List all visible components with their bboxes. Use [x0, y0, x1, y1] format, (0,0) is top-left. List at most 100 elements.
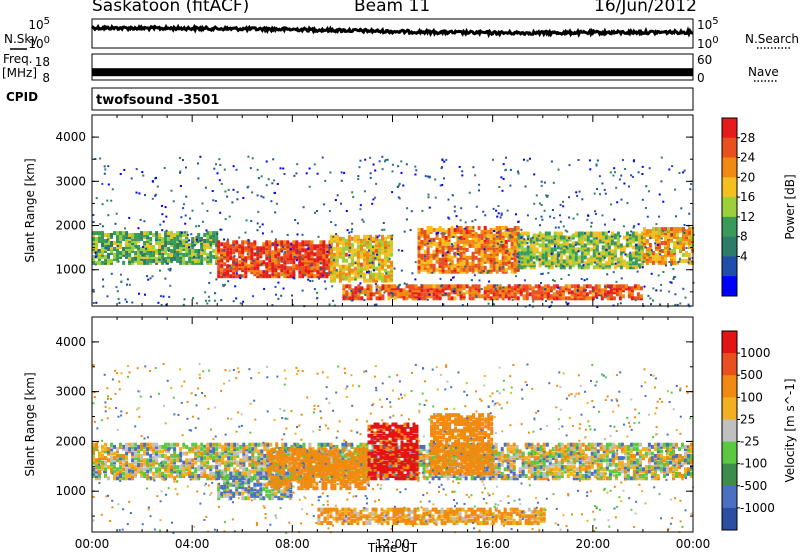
power-panel-cell — [513, 292, 517, 297]
power-panel-cell — [272, 158, 275, 161]
velocity-panel-cell — [134, 471, 138, 476]
power-panel-cell — [293, 256, 296, 258]
velocity-panel-cell — [212, 442, 216, 447]
velocity-panel-cell — [152, 451, 156, 456]
velocity-panel-cell — [188, 460, 192, 465]
power-panel-cell — [553, 253, 557, 258]
velocity-panel-cell — [188, 458, 192, 463]
velocity-panel-cell — [128, 462, 132, 467]
velocity-panel-cell — [122, 444, 126, 449]
power-panel-cell — [429, 237, 433, 242]
velocity-panel-cell — [179, 458, 183, 463]
power-panel-cell — [590, 221, 593, 224]
velocity-panel-cell — [149, 467, 153, 472]
velocity-panel-cell — [224, 465, 228, 470]
velocity-panel-cell — [188, 474, 192, 478]
power-panel-cell — [110, 258, 113, 263]
power-panel-cell — [372, 198, 375, 201]
power-panel-cell — [549, 294, 553, 299]
power-panel-cell — [595, 259, 599, 264]
power-panel-cell — [146, 247, 150, 251]
velocity-panel-cell — [197, 465, 201, 470]
power-panel-cell — [450, 230, 454, 234]
power-panel-cell — [366, 266, 369, 271]
power-panel-cell — [321, 274, 324, 277]
power-panel-cell — [669, 247, 671, 250]
power-panel-cell — [640, 261, 644, 266]
velocity-panel-cell — [194, 451, 198, 456]
velocity-panel-cell — [164, 453, 168, 458]
velocity-panel-cell — [158, 453, 162, 458]
power-panel-cell — [556, 235, 560, 240]
power-panel-cell — [295, 172, 298, 175]
velocity-panel-cell — [368, 449, 372, 454]
power-panel-cell — [619, 302, 622, 305]
velocity-panel-cell — [227, 451, 231, 456]
power-panel-cell — [578, 190, 581, 193]
power-panel-cell — [676, 303, 679, 306]
velocity-panel-cell — [323, 442, 327, 447]
velocity-panel-cell — [98, 451, 101, 456]
power-panel-cell — [458, 165, 461, 168]
power-panel-cell — [411, 272, 414, 275]
power-panel-cell — [197, 237, 201, 241]
power-panel-cell — [502, 163, 505, 166]
velocity-panel-cell — [425, 476, 429, 481]
power-panel-cell — [366, 234, 369, 239]
power-panel-cell — [619, 259, 623, 264]
velocity-panel-cell — [368, 456, 372, 461]
velocity-panel-cell — [413, 474, 417, 478]
velocity-panel-cell — [161, 462, 165, 467]
power-panel-cell — [163, 167, 166, 169]
power-panel-cell — [241, 274, 245, 279]
velocity-panel-cell — [398, 474, 402, 478]
power-panel-cell — [604, 261, 608, 266]
power-panel-cell — [209, 244, 212, 247]
velocity-panel-cell — [422, 465, 426, 470]
power-panel-cell — [553, 238, 556, 241]
velocity-panel-cell — [248, 456, 252, 461]
power-panel-cell — [435, 241, 439, 246]
power-panel-cell — [176, 243, 180, 247]
power-panel-cell — [583, 255, 587, 260]
power-panel-cell — [420, 239, 424, 244]
power-panel-cell — [223, 262, 227, 267]
power-panel-cell — [574, 247, 578, 252]
power-panel-cell — [142, 245, 145, 248]
velocity-panel-cell — [233, 449, 237, 454]
power-panel-cell — [580, 251, 584, 256]
power-panel-cell — [685, 251, 688, 255]
velocity-panel-cell — [131, 458, 135, 463]
power-panel-cell — [607, 251, 611, 256]
velocity-panel-cell — [110, 469, 113, 474]
power-panel-cell — [95, 243, 98, 247]
power-panel-cell — [233, 255, 236, 258]
power-panel-cell — [146, 231, 150, 236]
velocity-panel-cell — [410, 469, 414, 474]
power-panel-cell — [138, 292, 140, 295]
power-panel-cell — [456, 247, 459, 250]
power-panel-cell — [651, 251, 655, 255]
power-panel-cell — [194, 249, 198, 253]
power-panel-cell — [555, 284, 559, 289]
velocity-panel-cell — [149, 460, 153, 465]
power-panel-cell — [465, 269, 469, 274]
power-panel-cell — [381, 294, 385, 299]
power-panel-cell — [387, 278, 390, 283]
power-panel-cell — [223, 238, 226, 241]
power-panel-cell — [270, 200, 273, 203]
power-panel-cell — [390, 252, 393, 257]
power-panel-cell — [391, 163, 394, 166]
velocity-panel-cell — [173, 465, 177, 470]
power-panel-cell — [418, 298, 421, 301]
power-panel-cell — [354, 278, 357, 281]
power-panel-cell — [211, 190, 214, 192]
power-panel-cell — [489, 239, 493, 244]
power-panel-cell — [344, 276, 348, 281]
power-panel-cell — [400, 160, 403, 163]
power-panel-cell — [447, 216, 450, 219]
power-panel-cell — [432, 263, 436, 268]
power-panel-cell — [480, 230, 484, 234]
power-panel-cell — [647, 294, 650, 297]
power-panel-cell — [606, 273, 609, 276]
